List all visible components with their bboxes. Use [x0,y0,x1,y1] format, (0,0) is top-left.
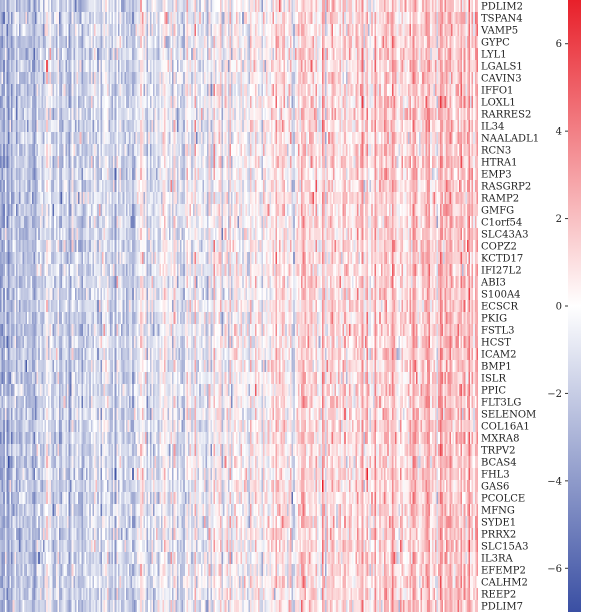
gene-label-reep2: REEP2 [481,590,516,601]
colorbar [568,0,581,612]
gene-label-kctd17: KCTD17 [481,254,523,265]
gene-label-trpv2: TRPV2 [481,446,516,457]
gene-label-s100a4: S100A4 [481,290,521,301]
colorbar-tick-label: 0 [556,302,562,313]
gene-label-islr: ISLR [481,374,506,385]
gene-label-lgals1: LGALS1 [481,62,523,73]
gene-label-flt3lg: FLT3LG [481,398,521,409]
gene-label-abi3: ABI3 [480,278,506,289]
gene-label-il3ra: IL3RA [481,554,513,565]
gene-label-efemp2: EFEMP2 [481,566,526,577]
gene-label-htra1: HTRA1 [481,158,518,169]
gene-label-bcas4: BCAS4 [481,458,517,469]
gene-label-copz2: COPZ2 [481,242,517,253]
gene-label-slc15a3: SLC15A3 [481,542,528,553]
gene-label-ramp2: RAMP2 [481,194,519,205]
gene-label-selenom: SELENOM [481,410,536,421]
gene-label-c1orf54: C1orf54 [481,218,522,229]
gene-label-ecscr: ECSCR [481,302,518,313]
gene-label-iffo1: IFFO1 [481,86,513,97]
gene-label-gas6: GAS6 [481,482,509,493]
gene-label-pcolce: PCOLCE [481,494,525,505]
gene-label-lyl1: LYL1 [481,50,507,61]
gene-label-fstl3: FSTL3 [481,326,514,337]
heatmap-cells [0,0,478,612]
colorbar-ticks: 6 4 2 0 −2 −4 −6 [547,39,568,575]
gene-label-bmp1: BMP1 [481,362,512,373]
gene-label-hcst: HCST [481,338,511,349]
gene-label-gypc: GYPC [481,38,510,49]
gene-label-ppic: PPIC [481,386,506,397]
gene-label-fhl3: FHL3 [481,470,510,481]
gene-label-slc43a3: SLC43A3 [481,230,528,241]
gene-label-icam2: ICAM2 [481,350,516,361]
gene-label-cavin3: CAVIN3 [481,74,522,85]
gene-labels: PDLIM2TSPAN4VAMP5GYPCLYL1LGALS1CAVIN3IFF… [480,2,539,613]
gene-label-ifi27l2: IFI27L2 [481,266,522,277]
colorbar-tick-label: −4 [547,476,562,487]
gene-label-tspan4: TSPAN4 [481,14,523,25]
gene-label-rarres2: RARRES2 [481,110,531,121]
gene-label-pkig: PKIG [481,314,507,325]
gene-label-emp3: EMP3 [481,170,512,181]
gene-label-pdlim2: PDLIM2 [481,2,523,13]
gene-label-il34: IL34 [481,122,504,133]
gene-label-mxra8: MXRA8 [481,434,519,445]
colorbar-tick-label: −2 [547,389,562,400]
gene-label-prrx2: PRRX2 [481,530,516,541]
gene-label-gmfg: GMFG [481,206,514,217]
gene-label-col16a1: COL16A1 [481,422,530,433]
colorbar-tick-label: 2 [556,214,562,225]
gene-label-rasgrp2: RASGRP2 [481,182,531,193]
colorbar-tick-label: 6 [556,39,562,50]
gene-label-mfng: MFNG [481,506,515,517]
gene-label-rcn3: RCN3 [481,146,511,157]
colorbar-tick-label: 4 [556,127,562,138]
colorbar-tick-label: −6 [547,564,562,575]
gene-label-pdlim7: PDLIM7 [481,602,523,613]
gene-label-vamp5: VAMP5 [480,26,518,37]
gene-label-calhm2: CALHM2 [481,578,528,589]
gene-label-loxl1: LOXL1 [481,98,516,109]
gene-label-syde1: SYDE1 [481,518,516,529]
gene-label-naaladl1: NAALADL1 [481,134,539,145]
